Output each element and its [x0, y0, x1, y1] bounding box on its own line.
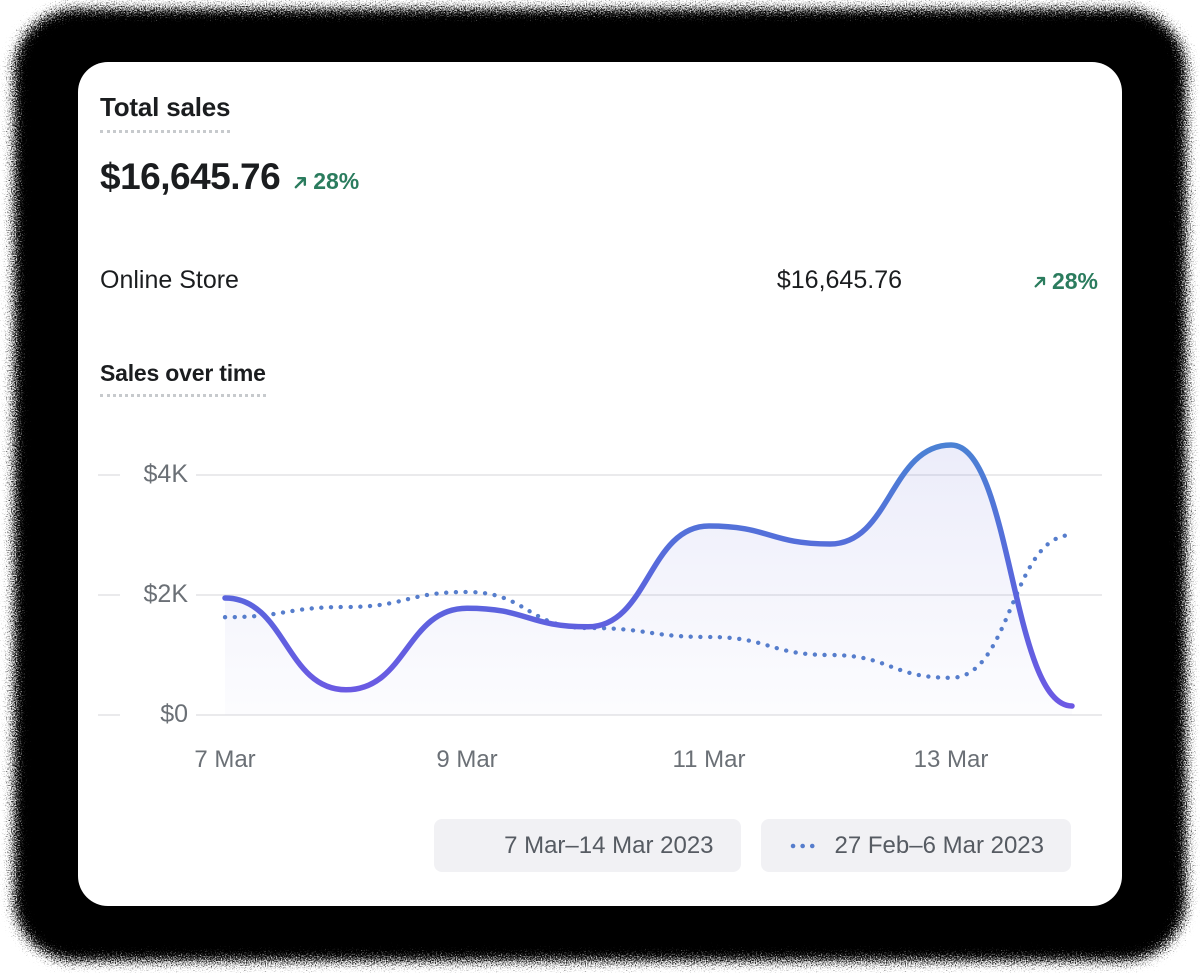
x-axis-label-7mar: 7 Mar	[194, 746, 256, 773]
legend-item-current-period[interactable]: 7 Mar–14 Mar 2023	[434, 819, 741, 872]
section-title: Sales over time	[100, 360, 266, 397]
solid-line-swatch	[462, 842, 490, 849]
x-axis-label-13mar: 13 Mar	[913, 746, 989, 773]
card-title-text[interactable]: Total sales	[100, 92, 230, 133]
channel-label: Online Store	[100, 266, 239, 294]
x-axis-label-11mar: 11 Mar	[672, 746, 746, 773]
channel-change-percent: 28%	[1051, 267, 1098, 294]
channel-change: 28%	[902, 268, 1098, 295]
total-sales-metric: $16,645.76 28%	[100, 156, 359, 198]
x-axis-label-9mar: 9 Mar	[436, 746, 498, 773]
trend-up-icon	[1034, 276, 1046, 288]
y-axis-label-4k: $4K	[120, 457, 196, 491]
y-axis-label-0: $0	[120, 697, 196, 731]
current-period-line	[222, 442, 1075, 709]
channel-row: Online Store $16,645.76 28%	[100, 266, 1098, 295]
legend-item-previous-period[interactable]: 27 Feb–6 Mar 2023	[760, 819, 1071, 872]
legend-label-previous: 27 Feb–6 Mar 2023	[834, 831, 1044, 859]
sales-over-time-chart[interactable]: $4K $2K $0 7 Mar 9 Mar 11 Mar 13 Mar	[78, 430, 1122, 780]
total-sales-change: 28%	[293, 168, 359, 195]
sales-chart-plot	[98, 442, 1102, 716]
previous-period-line	[222, 532, 1075, 680]
y-axis-label-2k: $2K	[120, 577, 196, 611]
card-title: Total sales	[100, 92, 230, 133]
total-sales-value: $16,645.76	[100, 156, 281, 197]
trend-up-icon	[294, 176, 307, 189]
section-title-text[interactable]: Sales over time	[100, 360, 266, 397]
dotted-line-swatch	[790, 843, 819, 848]
total-sales-card: Total sales $16,645.76 28% Online Store …	[78, 62, 1122, 906]
change-percent: 28%	[313, 168, 360, 194]
chart-legend: 7 Mar–14 Mar 2023 27 Feb–6 Mar 2023	[78, 819, 1071, 872]
channel-value: $16,645.76	[776, 266, 902, 294]
legend-label-current: 7 Mar–14 Mar 2023	[504, 831, 714, 859]
